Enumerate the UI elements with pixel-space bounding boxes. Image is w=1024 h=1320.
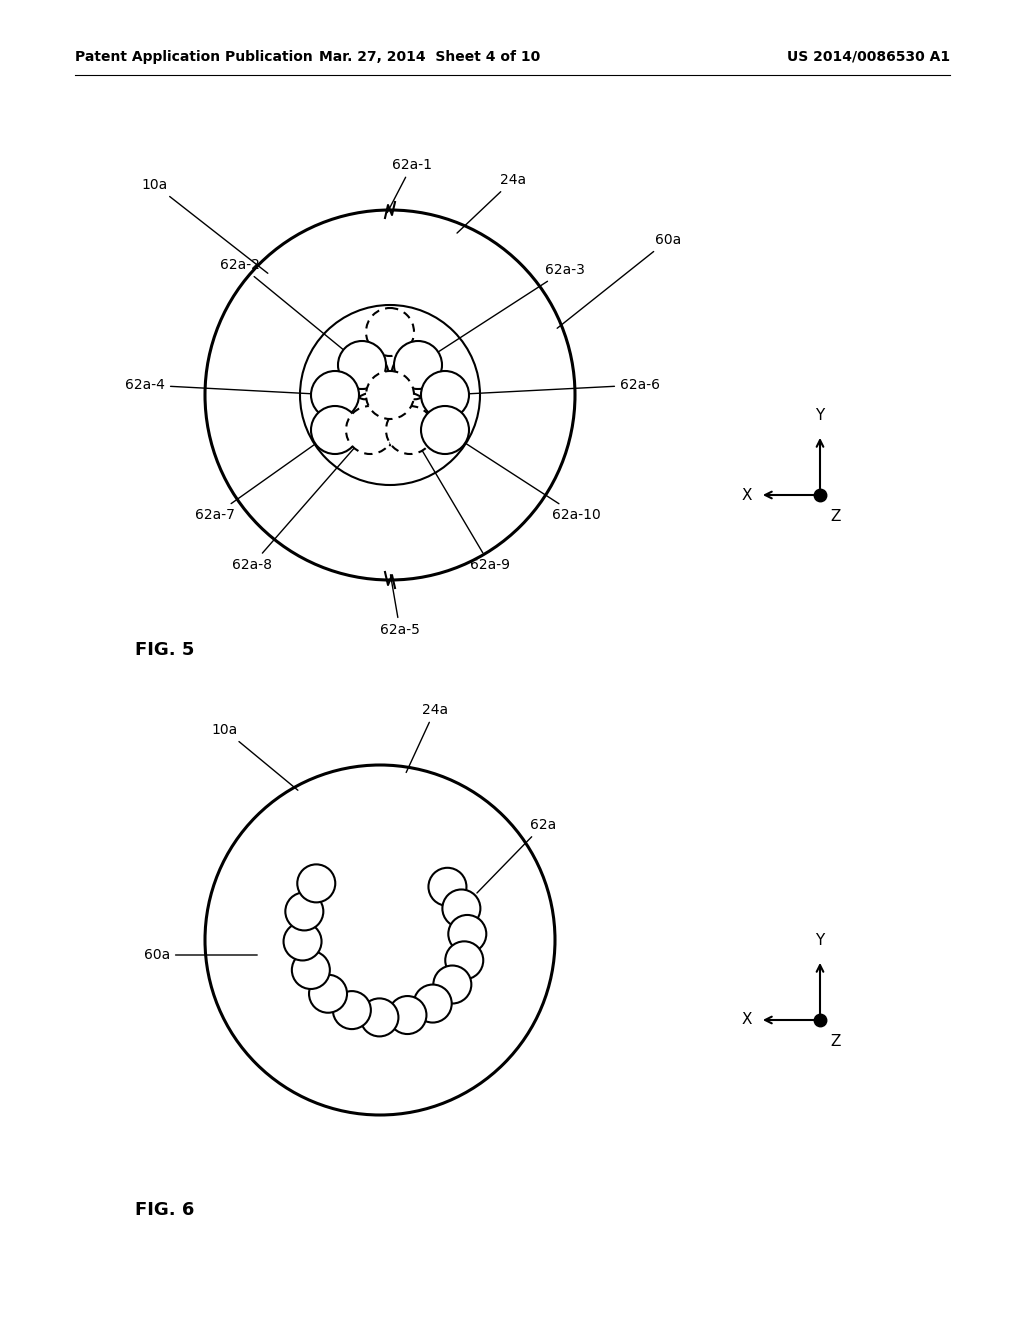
- Circle shape: [309, 974, 347, 1012]
- Text: 10a: 10a: [142, 178, 268, 273]
- Text: US 2014/0086530 A1: US 2014/0086530 A1: [786, 50, 950, 63]
- Circle shape: [421, 371, 469, 418]
- Text: 60a: 60a: [557, 234, 681, 329]
- Circle shape: [414, 985, 452, 1023]
- Text: 62a: 62a: [477, 818, 556, 894]
- Text: Z: Z: [830, 1034, 841, 1049]
- Circle shape: [366, 371, 414, 418]
- Circle shape: [442, 890, 480, 928]
- Text: X: X: [741, 1012, 752, 1027]
- Text: Z: Z: [830, 510, 841, 524]
- Circle shape: [360, 998, 398, 1036]
- Circle shape: [338, 341, 386, 389]
- Circle shape: [449, 915, 486, 953]
- Circle shape: [292, 950, 330, 989]
- Circle shape: [421, 407, 469, 454]
- Circle shape: [394, 341, 442, 389]
- Circle shape: [366, 308, 414, 356]
- Text: 62a-7: 62a-7: [196, 432, 333, 521]
- Text: 62a-3: 62a-3: [420, 263, 585, 363]
- Circle shape: [297, 865, 335, 903]
- Circle shape: [311, 407, 359, 454]
- Text: 62a-5: 62a-5: [380, 574, 420, 638]
- Text: 60a: 60a: [143, 948, 257, 962]
- Circle shape: [386, 407, 434, 454]
- Circle shape: [433, 965, 471, 1003]
- Text: X: X: [741, 487, 752, 503]
- Text: 62a-8: 62a-8: [232, 432, 369, 572]
- Text: 10a: 10a: [212, 723, 298, 791]
- Text: 62a-9: 62a-9: [412, 433, 510, 572]
- Circle shape: [346, 407, 394, 454]
- Text: 62a-2: 62a-2: [220, 257, 359, 363]
- Circle shape: [333, 991, 371, 1030]
- Text: Y: Y: [815, 933, 824, 948]
- Circle shape: [445, 941, 483, 979]
- Text: 62a-6: 62a-6: [447, 378, 660, 395]
- Text: Y: Y: [815, 408, 824, 422]
- Text: Mar. 27, 2014  Sheet 4 of 10: Mar. 27, 2014 Sheet 4 of 10: [319, 50, 541, 63]
- Text: 62a-4: 62a-4: [125, 378, 332, 395]
- Text: Patent Application Publication: Patent Application Publication: [75, 50, 312, 63]
- Circle shape: [311, 371, 359, 418]
- Text: 24a: 24a: [457, 173, 526, 234]
- Text: 62a-10: 62a-10: [447, 432, 601, 521]
- Circle shape: [286, 892, 324, 931]
- Text: FIG. 5: FIG. 5: [135, 642, 195, 659]
- Circle shape: [284, 923, 322, 961]
- Circle shape: [388, 997, 426, 1034]
- Text: 62a-1: 62a-1: [387, 158, 432, 213]
- Text: FIG. 6: FIG. 6: [135, 1201, 195, 1218]
- Text: 24a: 24a: [407, 704, 449, 772]
- Circle shape: [428, 867, 467, 906]
